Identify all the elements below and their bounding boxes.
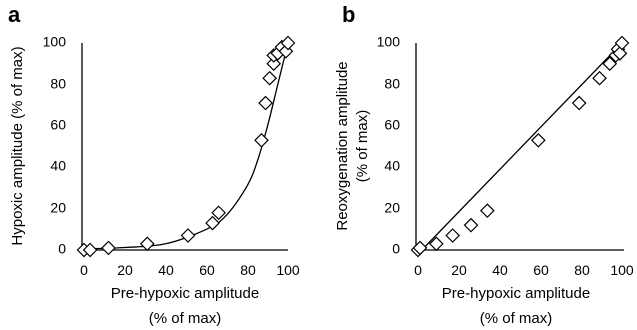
panel-a-data-point-8 bbox=[258, 95, 273, 111]
panel-b-data-point-3 bbox=[445, 228, 461, 243]
panel-b-data-point-13 bbox=[614, 35, 630, 51]
panel-b-x-axis-title-line1: Pre-hypoxic amplitude bbox=[442, 285, 590, 302]
y-tick-label: 60 bbox=[384, 117, 400, 133]
y-tick-label: 80 bbox=[384, 76, 400, 92]
x-tick-label: 40 bbox=[492, 262, 508, 278]
panel-a-x-axis-title-line1: Pre-hypoxic amplitude bbox=[111, 285, 259, 302]
y-tick-label: 40 bbox=[384, 158, 400, 174]
y-tick-label: 100 bbox=[377, 34, 401, 50]
panel-b-data-point-8 bbox=[592, 70, 607, 86]
panel-a-x-ticks: 0 20 40 60 80 100 bbox=[80, 262, 300, 278]
y-tick-label: 60 bbox=[50, 117, 66, 133]
y-tick-label: 0 bbox=[392, 241, 400, 257]
panel-a-y-axis-title: Hypoxic amplitude (% of max) bbox=[9, 46, 26, 245]
y-tick-label: 40 bbox=[50, 158, 66, 174]
panel-a-y-ticks: 0 20 40 60 80 100 bbox=[43, 34, 67, 257]
x-tick-label: 40 bbox=[158, 262, 174, 278]
panel-a-data-point-9 bbox=[262, 70, 277, 86]
x-tick-label: 100 bbox=[276, 262, 300, 278]
panel-a-data-point-10 bbox=[266, 56, 282, 72]
y-tick-label: 20 bbox=[384, 200, 400, 216]
panel-a-letter: a bbox=[8, 2, 21, 27]
panel-b-data-point-2 bbox=[429, 236, 444, 252]
panel-b-data-point-4 bbox=[463, 217, 479, 233]
panel-b-data-point-12 bbox=[612, 46, 628, 61]
panel-b-letter: b bbox=[342, 2, 355, 27]
panel-a-data-point-7 bbox=[254, 132, 269, 148]
y-tick-label: 20 bbox=[50, 200, 66, 216]
x-tick-label: 100 bbox=[610, 262, 634, 278]
x-tick-label: 60 bbox=[533, 262, 549, 278]
panel-a-chart: a 0 20 40 60 80 100 0 20 40 60 80 100 Pr… bbox=[8, 2, 300, 327]
panel-b-fit-line bbox=[417, 42, 623, 255]
panel-a-fit-line bbox=[83, 42, 289, 250]
x-tick-label: 80 bbox=[574, 262, 590, 278]
panel-b-y-axis-title-line1: Reoxygenation amplitude bbox=[334, 61, 351, 230]
panel-b-plot-area bbox=[410, 35, 630, 258]
y-tick-label: 0 bbox=[58, 241, 66, 257]
panel-b-y-axis-title-line2: (% of max) bbox=[354, 110, 371, 183]
panel-b-y-ticks: 0 20 40 60 80 100 bbox=[377, 34, 401, 257]
x-tick-label: 80 bbox=[240, 262, 256, 278]
panel-b-data-point-7 bbox=[571, 95, 587, 111]
y-tick-label: 80 bbox=[50, 76, 66, 92]
x-tick-label: 60 bbox=[199, 262, 215, 278]
panel-b-x-ticks: 0 20 40 60 80 100 bbox=[414, 262, 634, 278]
panel-a-x-axis-title-line2: (% of max) bbox=[149, 310, 222, 327]
panel-a-data-point-3 bbox=[139, 236, 155, 252]
panel-b-data-point-6 bbox=[531, 132, 546, 148]
panel-a-data-point-2 bbox=[101, 240, 116, 256]
x-tick-label: 0 bbox=[80, 262, 88, 278]
panel-a-data-point-5 bbox=[205, 215, 220, 231]
panel-b-x-axis-title-line2: (% of max) bbox=[480, 310, 553, 327]
panel-b-data-point-5 bbox=[480, 203, 495, 219]
panel-b-data-point-1 bbox=[412, 240, 428, 256]
panel-b-chart: b 0 20 40 60 80 100 0 20 40 60 80 100 Pr… bbox=[334, 2, 634, 327]
panel-a-data-point-1 bbox=[82, 242, 98, 258]
x-tick-label: 0 bbox=[414, 262, 422, 278]
panel-a-plot-area bbox=[76, 35, 296, 258]
y-tick-label: 100 bbox=[43, 34, 67, 50]
panel-a-data-point-6 bbox=[211, 205, 226, 221]
x-tick-label: 20 bbox=[117, 262, 133, 278]
panel-a-data-point-4 bbox=[180, 228, 196, 243]
panel-a-data-point-15 bbox=[280, 35, 296, 51]
x-tick-label: 20 bbox=[451, 262, 467, 278]
panel-b-data-point-9 bbox=[602, 56, 618, 72]
